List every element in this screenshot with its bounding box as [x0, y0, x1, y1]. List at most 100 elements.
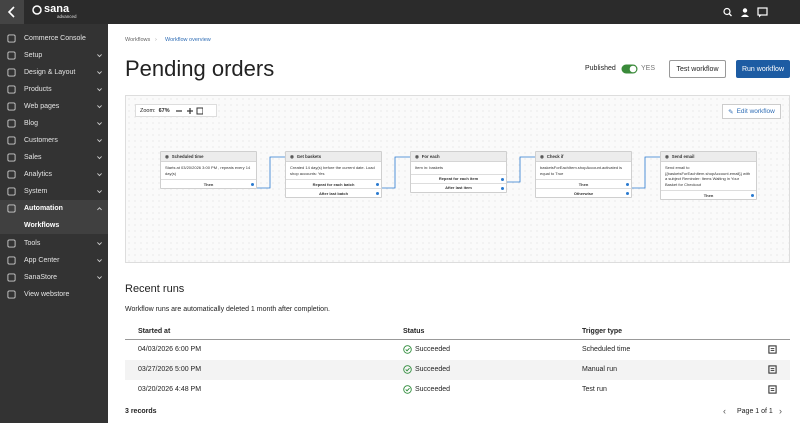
details-icon[interactable] — [768, 385, 777, 394]
column-header: Trigger type — [582, 328, 623, 335]
nav-item[interactable]: Tools — [0, 235, 108, 252]
node-header: ◉ Get baskets — [286, 152, 381, 162]
nav-icon — [7, 204, 16, 213]
nav-item[interactable]: Automation — [0, 200, 108, 217]
top-icons[interactable] — [722, 7, 794, 18]
workflow-node[interactable]: ◉ For each Item in: baskets Repeat for each… — [410, 151, 507, 193]
nav-item[interactable]: System — [0, 183, 108, 200]
node-body: Send email to {{basketsForEachItem.shopA… — [665, 165, 751, 187]
nav-label: Blog — [24, 120, 39, 127]
status: Succeeded — [415, 346, 451, 353]
node-header: ◉ Scheduled time — [161, 152, 256, 162]
nav-icon — [7, 85, 16, 94]
nav-item[interactable]: Sales — [0, 149, 108, 166]
node-header: ◉ Send email — [661, 152, 756, 162]
test-workflow-button[interactable]: Test workflow — [669, 60, 726, 78]
nav-sub-item[interactable]: Workflows — [0, 217, 108, 234]
port-label: After last batch — [318, 190, 349, 196]
nav-chevron — [97, 71, 102, 75]
node-title: Check if — [546, 154, 564, 159]
table-row: 04/03/2026 6:00 PM Succeeded Scheduled tim… — [125, 340, 790, 360]
nav-label: View webstore — [24, 291, 70, 298]
nav-label: Design & Layout — [24, 69, 76, 76]
workflow-node[interactable]: ◉ Check if basketsForEachItem.shopAccount.… — [535, 151, 632, 198]
nav-icon — [7, 153, 16, 162]
logo: sana — [44, 3, 70, 15]
nav-label: Customers — [24, 137, 58, 144]
zoom-value: 67% — [158, 107, 170, 114]
details-icon[interactable] — [768, 345, 777, 354]
back-button[interactable] — [0, 0, 24, 24]
nav-chevron — [97, 259, 102, 263]
nav-item[interactable]: Analytics — [0, 166, 108, 183]
nav-icon — [7, 51, 16, 60]
nav-label: App Center — [24, 257, 60, 264]
nav-chevron — [97, 88, 102, 92]
nav-item[interactable]: Setup — [0, 47, 108, 64]
nav-icon — [7, 68, 16, 77]
nav-item[interactable]: Blog — [0, 115, 108, 132]
nav-item[interactable]: Commerce Console — [0, 30, 108, 47]
breadcrumb-link[interactable]: Workflows — [125, 37, 151, 43]
nav-icon — [7, 239, 16, 248]
node-title: Get baskets — [296, 154, 322, 159]
nav-item[interactable]: App Center — [0, 252, 108, 269]
workflow-node[interactable]: ◉ Send email Send email to {{basketsForEac… — [660, 151, 757, 200]
next-page[interactable]: › — [779, 406, 782, 416]
nav-item[interactable]: Products — [0, 81, 108, 98]
port-dot — [751, 194, 754, 197]
nav-chevron — [97, 173, 102, 177]
nav-item[interactable]: View webstore — [0, 286, 108, 303]
node-port: Repeat for each batch — [286, 179, 381, 188]
prev-page[interactable]: ‹ — [723, 406, 726, 416]
nav-label: Commerce Console — [24, 35, 86, 42]
nav-chevron — [97, 190, 102, 194]
published-toggle[interactable] — [621, 64, 639, 74]
nav-icon — [7, 290, 16, 299]
workflow-node[interactable]: ◉ Get baskets Created 14 day(s) before the… — [285, 151, 382, 198]
nav-item[interactable]: SanaStore — [0, 269, 108, 286]
started-at: 04/03/2026 6:00 PM — [138, 346, 202, 353]
status-icon — [403, 345, 412, 354]
published-value: YES — [641, 65, 656, 72]
nav-chevron — [97, 139, 102, 143]
node-body: Created 14 day(s) before the current dat… — [290, 165, 375, 176]
nav-item[interactable]: Web pages — [0, 98, 108, 115]
nav-chevron — [97, 105, 102, 109]
record-count: 3 records — [125, 408, 157, 415]
table-row: 03/27/2026 5:00 PM Succeeded Manual run — [125, 360, 790, 380]
nav-icon — [7, 102, 16, 111]
nav-label: Automation — [24, 205, 63, 212]
details-icon[interactable] — [768, 365, 777, 374]
zoom-buttons[interactable] — [173, 107, 203, 115]
connectors — [255, 156, 660, 189]
top-bar: sana advanced — [0, 0, 800, 24]
started-at: 03/27/2026 5:00 PM — [138, 366, 202, 373]
node-port: Repeat for each item — [411, 173, 506, 183]
section-note: Workflow runs are automatically deleted … — [125, 306, 330, 313]
node-body: Item in: baskets — [415, 165, 444, 170]
edit-workflow-button[interactable]: ✎ Edit workflow — [722, 104, 781, 119]
nav-chevron — [97, 207, 102, 211]
port-label: Otherwise — [573, 190, 594, 196]
column-header: Status — [403, 328, 425, 335]
workflow-node[interactable]: ◉ Scheduled time Starts at 03/20/2026 3:00… — [160, 151, 257, 189]
nav-label: Web pages — [24, 103, 60, 110]
nav-label: Tools — [24, 240, 41, 247]
nav-label: Products — [24, 86, 52, 93]
port-dot — [626, 192, 629, 195]
nav-item[interactable]: Design & Layout — [0, 64, 108, 81]
nav-icon — [7, 273, 16, 282]
page-title: Pending orders — [125, 56, 275, 81]
port-label: Repeat for each item — [438, 176, 479, 181]
nav-item[interactable]: Customers — [0, 132, 108, 149]
node-icon: ◉ — [290, 153, 294, 159]
port-dot — [376, 183, 379, 186]
nav-icon — [7, 170, 16, 179]
run-workflow-button[interactable]: Run workflow — [736, 60, 790, 78]
node-title: Scheduled time — [171, 154, 204, 159]
node-port: After last item — [411, 182, 506, 192]
nav-label: Analytics — [24, 171, 53, 178]
edit-workflow-label: Edit workflow — [736, 108, 775, 115]
